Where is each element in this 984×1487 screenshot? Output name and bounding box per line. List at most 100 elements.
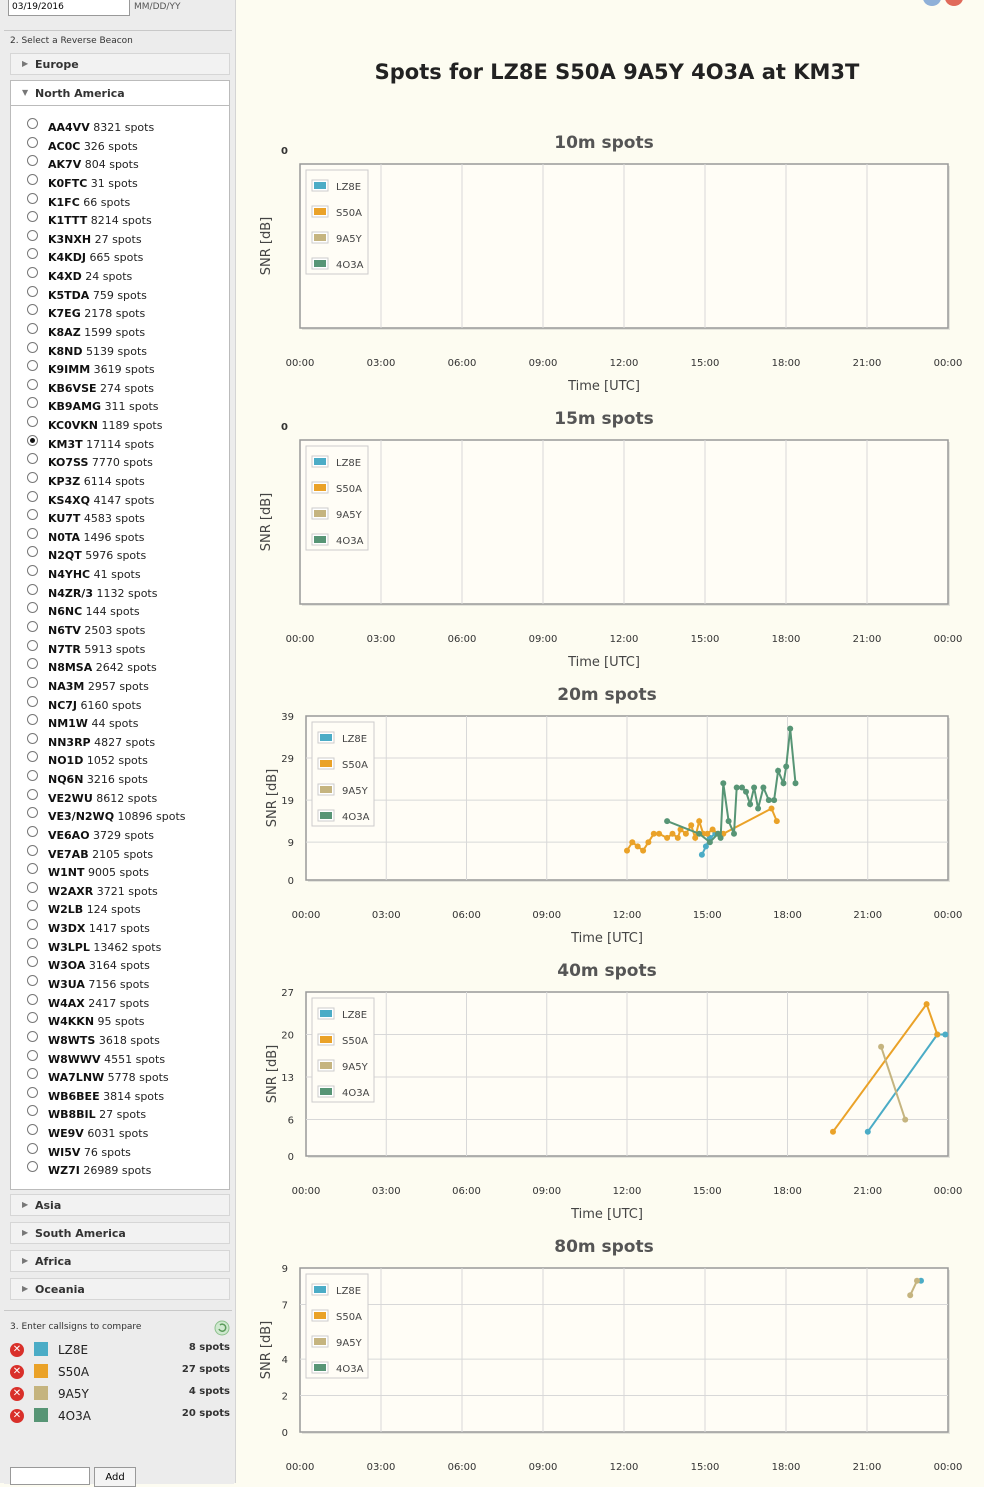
data-point (698, 851, 705, 858)
radio-button[interactable] (27, 1161, 38, 1173)
radio-button[interactable] (27, 583, 38, 595)
region-asia[interactable]: ▶ Asia (10, 1194, 230, 1216)
radio-button[interactable] (27, 1142, 38, 1154)
radio-button[interactable] (27, 1124, 38, 1136)
radio-button[interactable] (27, 807, 38, 819)
station-spot-count: 665 spots (89, 251, 144, 265)
radio-button[interactable] (27, 621, 38, 632)
radio-button[interactable] (27, 118, 38, 129)
radio-button[interactable] (27, 863, 38, 875)
radio-button[interactable] (27, 453, 38, 465)
radio-button[interactable] (27, 639, 38, 651)
x-tick-label: 18:00 (772, 634, 801, 645)
radio-button[interactable] (27, 192, 38, 204)
region-north-america[interactable]: ▼ North America (10, 80, 230, 106)
data-point (780, 780, 787, 787)
legend-swatch (314, 510, 326, 517)
radio-button[interactable] (27, 900, 38, 912)
radio-button[interactable] (27, 695, 38, 707)
radio-button[interactable] (27, 1030, 38, 1042)
radio-button[interactable] (27, 676, 38, 688)
radio-button[interactable] (27, 1012, 38, 1024)
region-africa[interactable]: ▶ Africa (10, 1250, 230, 1272)
radio-button[interactable] (27, 471, 38, 483)
radio-button[interactable] (27, 378, 38, 390)
radio-button[interactable] (27, 267, 38, 279)
radio-button[interactable] (27, 844, 38, 856)
x-tick-label: 09:00 (532, 1186, 561, 1197)
region-oceania[interactable]: ▶ Oceania (10, 1278, 230, 1300)
radio-button[interactable] (27, 341, 38, 353)
radio-button[interactable] (27, 658, 38, 670)
legend-label: 4O3A (336, 1364, 364, 1375)
station-label: K4XD 24 spots (48, 270, 132, 283)
radio-button[interactable] (27, 173, 38, 185)
remove-icon[interactable]: ✕ (10, 1387, 24, 1401)
x-tick-label: 15:00 (693, 910, 722, 921)
x-tick-label: 21:00 (853, 358, 882, 369)
radio-button[interactable] (27, 1086, 38, 1098)
x-tick-label: 03:00 (372, 910, 401, 921)
date-input[interactable] (8, 0, 130, 16)
radio-button[interactable] (27, 751, 38, 763)
radio-button[interactable] (27, 248, 38, 260)
radio-button[interactable] (27, 397, 38, 409)
station-spot-count: 6114 spots (83, 474, 145, 488)
radio-button[interactable] (27, 956, 38, 968)
remove-icon[interactable]: ✕ (10, 1409, 24, 1423)
color-swatch (34, 1342, 48, 1356)
radio-button[interactable] (27, 416, 38, 428)
radio-button[interactable] (27, 322, 38, 334)
radio-button[interactable] (27, 285, 38, 297)
radio-button[interactable] (27, 509, 38, 521)
station-spot-count: 76 spots (83, 1145, 131, 1159)
facebook-icon[interactable] (923, 0, 941, 6)
radio-button[interactable] (27, 1105, 38, 1117)
radio-button[interactable] (27, 1068, 38, 1080)
radio-button[interactable] (27, 714, 38, 726)
radio-button[interactable] (27, 360, 38, 372)
radio-button[interactable] (27, 770, 38, 782)
radio-button[interactable] (27, 825, 38, 837)
legend-swatch (320, 786, 332, 793)
remove-icon[interactable]: ✕ (10, 1365, 24, 1379)
station-spot-count: 5139 spots (86, 344, 147, 358)
radio-button[interactable] (27, 732, 38, 744)
x-tick-label: 09:00 (529, 634, 558, 645)
x-axis-label: Time [UTC] (567, 655, 640, 670)
google-plus-icon[interactable] (945, 0, 963, 6)
radio-button[interactable] (27, 565, 38, 577)
remove-icon[interactable]: ✕ (10, 1343, 24, 1357)
station-spot-count: 4583 spots (83, 512, 145, 526)
radio-button[interactable] (27, 155, 38, 167)
radio-button[interactable] (27, 1049, 38, 1061)
radio-button[interactable] (27, 136, 38, 148)
radio-button[interactable] (27, 211, 38, 223)
radio-button[interactable] (27, 919, 38, 931)
region-south-america[interactable]: ▶ South America (10, 1222, 230, 1244)
station-label: K3NXH 27 spots (48, 233, 142, 246)
radio-button[interactable] (27, 546, 38, 558)
station-label: KB6VSE 274 spots (48, 382, 154, 395)
callsign-input[interactable] (10, 1467, 90, 1485)
radio-button[interactable] (27, 527, 38, 539)
chart-title: 80m spots (554, 1237, 654, 1257)
radio-button[interactable] (27, 974, 38, 986)
radio-button[interactable] (27, 434, 38, 446)
station-label: W2LB 124 spots (48, 903, 141, 916)
legend-label: 9A5Y (336, 1338, 363, 1349)
radio-button[interactable] (27, 304, 38, 316)
refresh-icon[interactable] (214, 1320, 230, 1336)
add-callsign-button[interactable]: Add (94, 1467, 136, 1487)
radio-button[interactable] (27, 937, 38, 949)
radio-button[interactable] (27, 229, 38, 241)
region-europe[interactable]: ▶ Europe (10, 53, 230, 75)
data-point (688, 822, 695, 829)
radio-button[interactable] (27, 490, 38, 502)
radio-button[interactable] (27, 788, 38, 800)
station-label: W3LPL 13462 spots (48, 941, 161, 954)
radio-button[interactable] (27, 881, 38, 893)
radio-button[interactable] (27, 993, 38, 1005)
series-line (880, 1046, 907, 1120)
radio-button[interactable] (27, 602, 38, 614)
